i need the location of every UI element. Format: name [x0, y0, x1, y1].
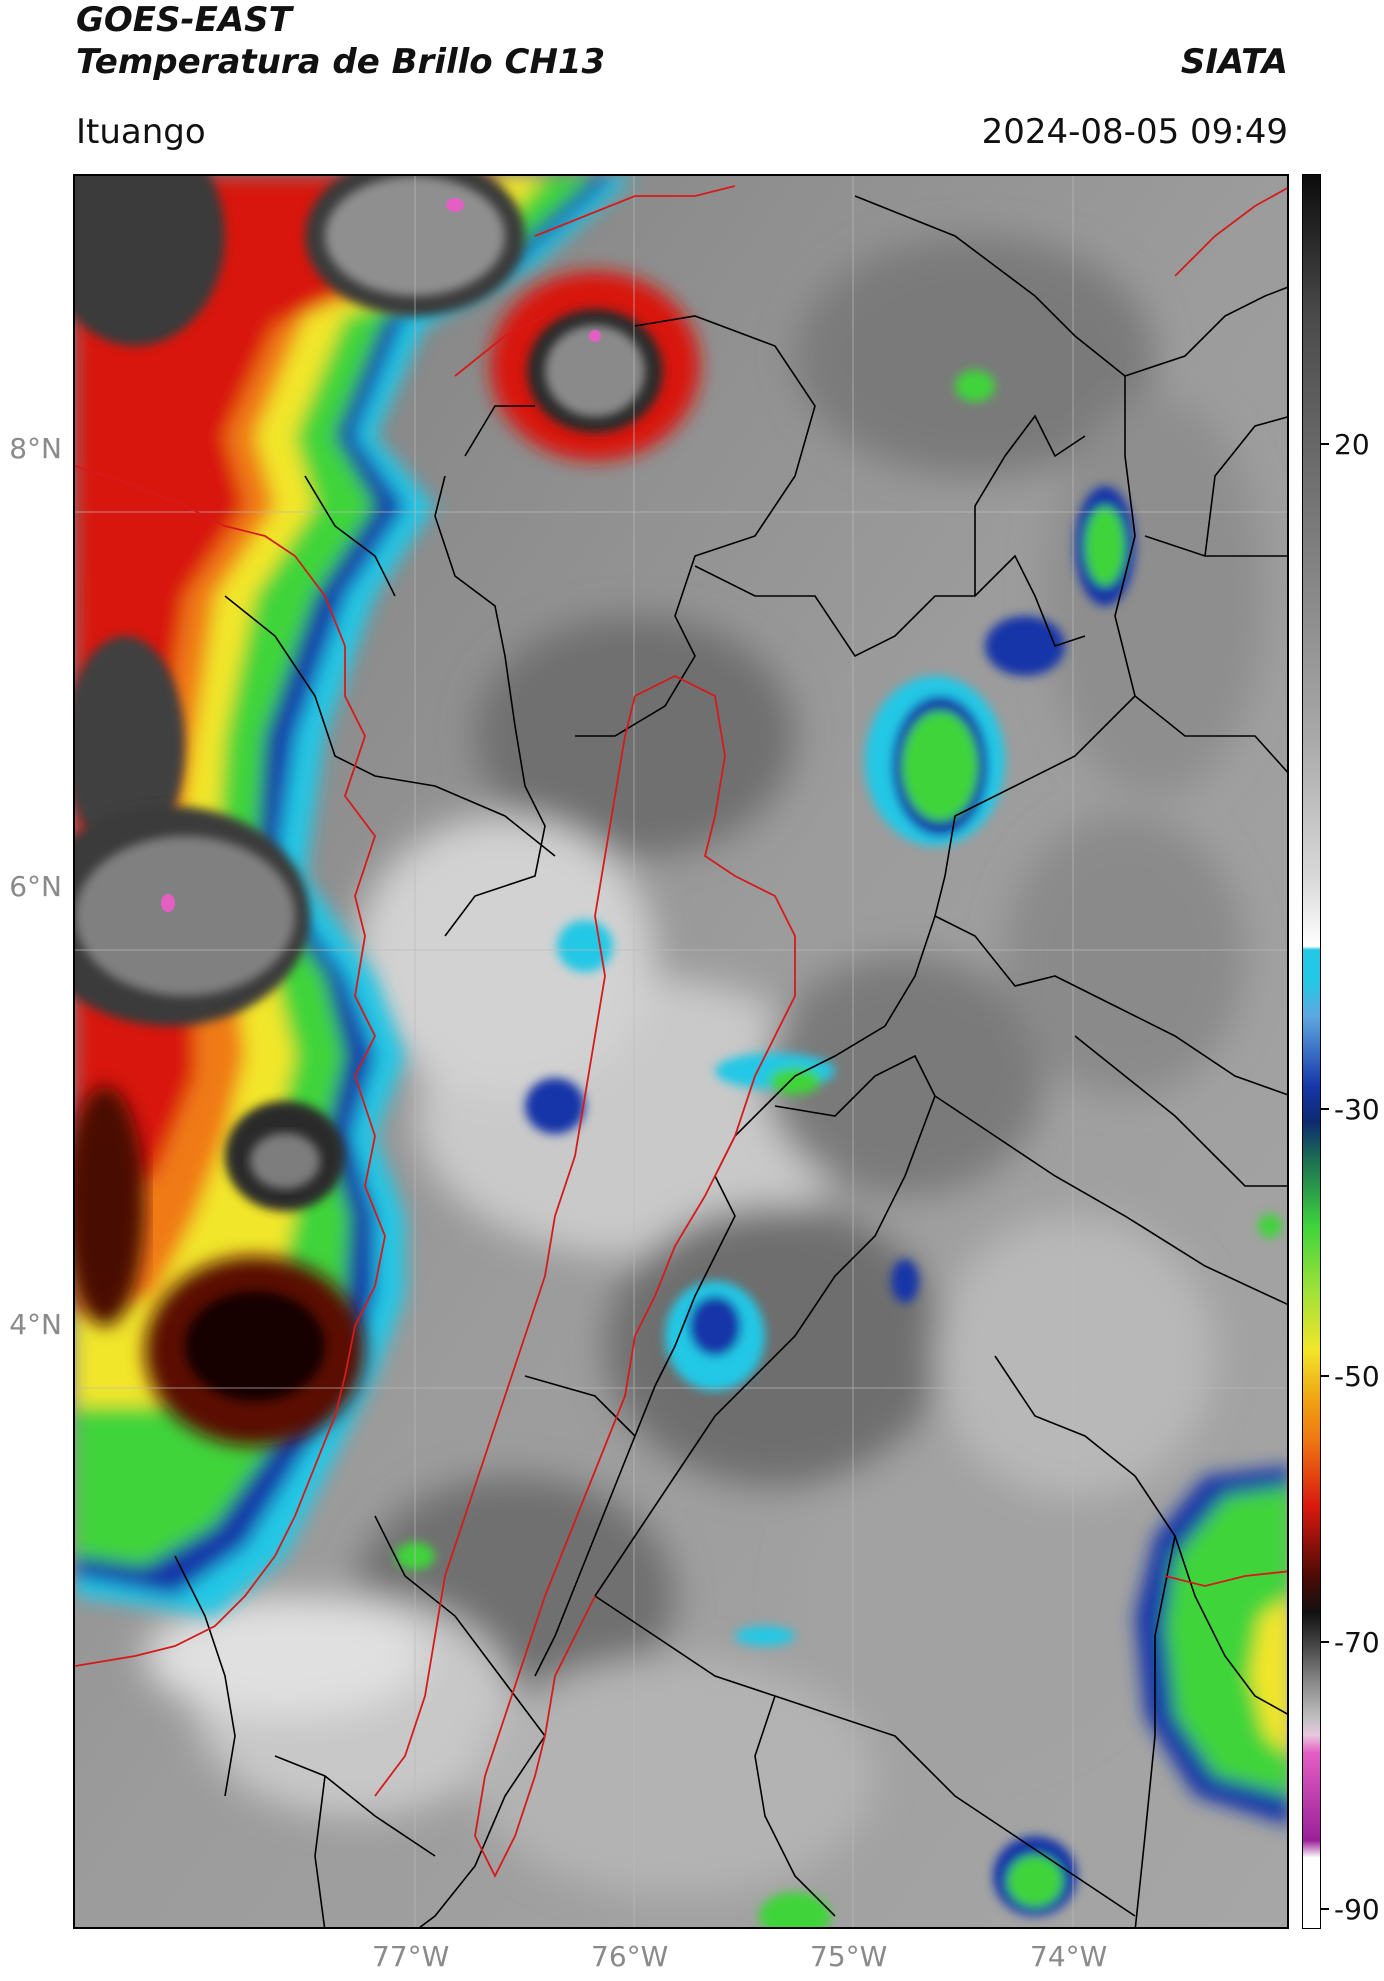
coldest-spots — [161, 198, 601, 912]
colorbar-label-minus50: -50 — [1334, 1360, 1380, 1393]
colorbar-tick — [1321, 1641, 1329, 1643]
lon-label-75w: 75°W — [810, 1940, 888, 1973]
scattered-cells — [395, 370, 1282, 1927]
lon-label-76w: 76°W — [591, 1940, 669, 1973]
map-canvas — [75, 176, 1287, 1927]
satellite-map[interactable] — [73, 174, 1289, 1929]
location-label: Ituango — [76, 112, 206, 152]
cloud-top-cores — [75, 176, 700, 1446]
colorbar-tick — [1321, 1375, 1329, 1377]
lon-label-77w: 77°W — [372, 1940, 450, 1973]
brand-label: SIATA — [1180, 42, 1288, 82]
colorbar-label-minus30: -30 — [1334, 1093, 1380, 1126]
temperature-colorbar — [1302, 174, 1321, 1929]
coastline-and-basin — [75, 185, 1287, 1879]
colorbar-tick — [1321, 443, 1329, 445]
lat-label-4n: 4°N — [9, 1308, 62, 1341]
colorbar-tick — [1321, 1908, 1329, 1910]
lon-label-74w: 74°W — [1030, 1940, 1108, 1973]
graticule — [75, 176, 1287, 1927]
colorbar-label-minus90: -90 — [1334, 1893, 1380, 1926]
satellite-title: GOES-EAST — [76, 0, 292, 40]
colorbar-label-20: 20 — [1334, 428, 1370, 461]
product-title: Temperatura de Brillo CH13 — [76, 42, 606, 82]
lat-label-6n: 6°N — [9, 870, 62, 903]
colorbar-label-minus70: -70 — [1334, 1626, 1380, 1659]
lat-label-8n: 8°N — [9, 432, 62, 465]
datetime-label: 2024-08-05 09:49 — [981, 112, 1288, 152]
colorbar-tick — [1321, 1108, 1329, 1110]
department-boundaries — [174, 195, 1287, 1927]
